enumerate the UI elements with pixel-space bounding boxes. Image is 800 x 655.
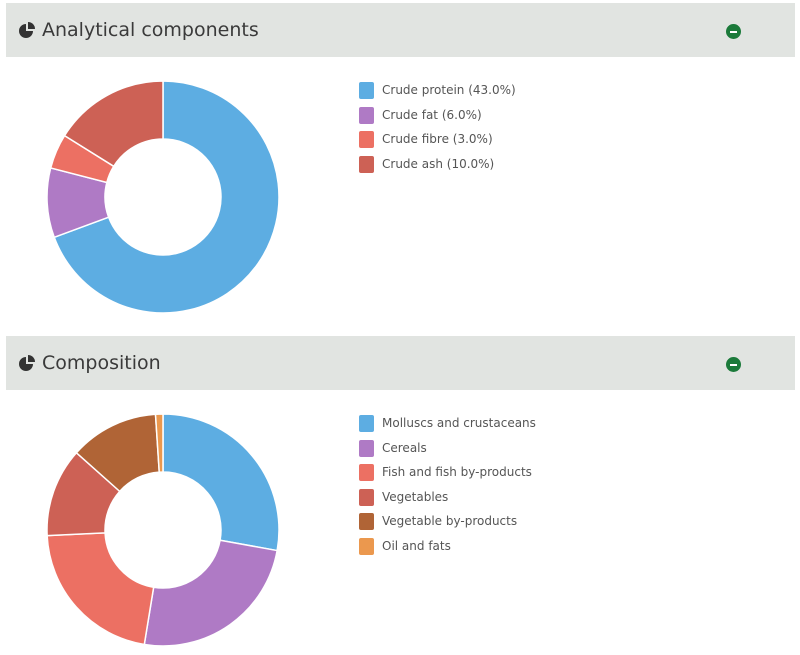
composition-donut: [46, 413, 280, 647]
legend-swatch: [359, 155, 374, 173]
legend-swatch: [359, 537, 374, 555]
legend-label: Crude protein (43.0%): [382, 83, 516, 97]
legend-swatch: [359, 464, 374, 481]
donut-slice-molluscs-and-crustaceans[interactable]: [162, 413, 280, 552]
donut-slice-crude-ash[interactable]: [63, 80, 164, 168]
pie-chart-icon: [19, 22, 35, 38]
legend-label: Vegetable by-products: [382, 514, 518, 528]
legend-swatch: [359, 131, 374, 148]
donut-slice-oil-and-fats[interactable]: [154, 413, 164, 473]
legend-swatch: [359, 439, 374, 457]
legend-swatch: [359, 106, 374, 124]
legend-label: Crude fat (6.0%): [382, 107, 482, 122]
legend-label: Molluscs and crustaceans: [382, 416, 536, 430]
legend-label: Cereals: [382, 440, 427, 455]
donut-slice-cereals[interactable]: [143, 539, 279, 647]
panel-title: Analytical components: [42, 19, 259, 41]
pie-chart-icon: [19, 355, 35, 371]
legend-label: Fish and fish by-products: [382, 465, 532, 479]
panel-header: Analytical components: [6, 3, 795, 57]
legend-swatch: [359, 415, 374, 432]
donut-slice-fish-and-fish-by-products[interactable]: [46, 532, 155, 646]
legend-label: Crude ash (10.0%): [382, 156, 495, 171]
minus-circle-icon[interactable]: [726, 24, 741, 39]
analytical-components-donut: [46, 80, 280, 314]
donut-slice-crude-protein[interactable]: [53, 80, 280, 314]
minus-circle-icon[interactable]: [726, 357, 741, 372]
legend-swatch: [359, 82, 374, 99]
legend-label: Crude fibre (3.0%): [382, 132, 493, 146]
legend-label: Vegetables: [382, 489, 449, 504]
legend-label: Oil and fats: [382, 538, 451, 553]
legend-swatch: [359, 488, 374, 506]
panel-header: Composition: [6, 336, 795, 390]
legend-swatch: [359, 513, 374, 530]
panel-title: Composition: [42, 352, 161, 374]
